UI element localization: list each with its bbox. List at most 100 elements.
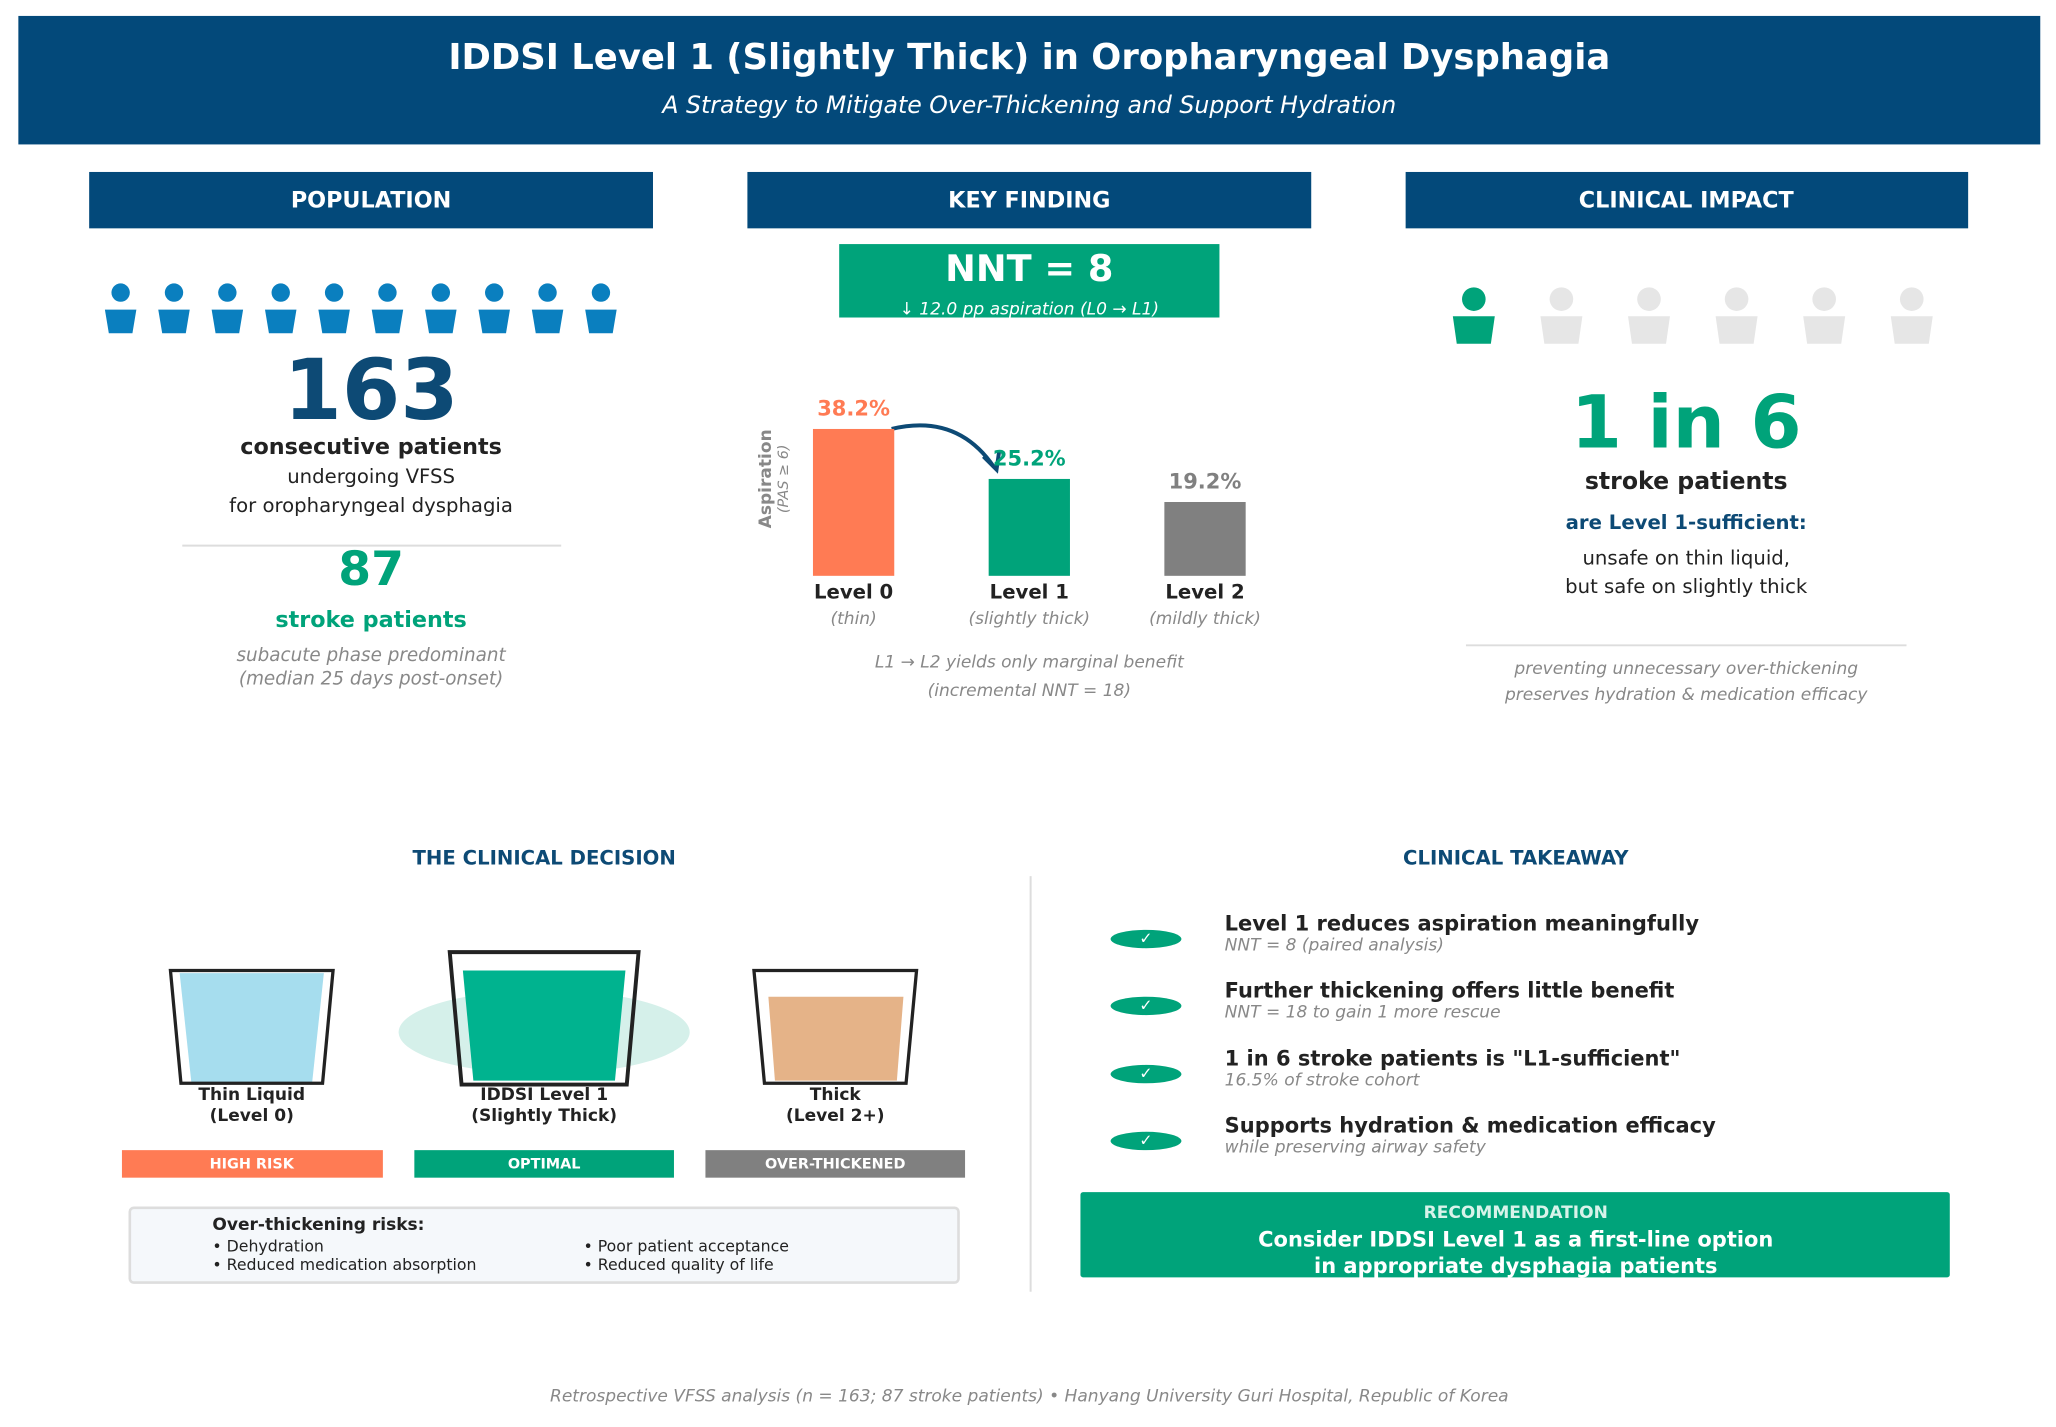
recommendation-box <box>1080 1192 1950 1278</box>
person-icon-head <box>1462 287 1486 311</box>
person-icon-head <box>1724 287 1749 311</box>
risks-box <box>128 1206 960 1284</box>
section-heading: KEY FINDING <box>948 187 1110 213</box>
arrow-head <box>982 450 1002 474</box>
person-icon-head <box>111 283 130 302</box>
description: undergoing VFSS <box>287 465 455 488</box>
check-badge <box>1110 929 1182 949</box>
person-icon-head <box>324 283 344 302</box>
emphasis: are Level 1-sufficient: <box>1566 511 1807 534</box>
takeaway-note: while preserving airway safety <box>1225 1138 1487 1158</box>
value-label: 19.2% <box>1169 469 1242 493</box>
description: but safe on slightly thick <box>1565 575 1808 598</box>
tag-band <box>414 1150 674 1178</box>
cup-liquid <box>179 973 324 1084</box>
cup <box>447 950 641 1087</box>
section-heading: CLINICAL TAKEAWAY <box>1403 847 1629 870</box>
subtitle: A Strategy to Mitigate Over-Thickening a… <box>660 91 1396 119</box>
person-icon-head <box>431 283 451 302</box>
takeaway-note: NNT = 8 (paired analysis) <box>1225 936 1444 956</box>
person-icon-head <box>378 283 397 302</box>
cup <box>168 968 335 1085</box>
check: ✓ <box>1139 929 1152 948</box>
person-icon-body <box>1540 316 1583 344</box>
label: stroke patients <box>275 607 466 633</box>
category-sublabel: (thin) <box>830 609 876 629</box>
header-band <box>18 15 2041 145</box>
section-header-band <box>1405 171 1969 229</box>
person-icon-body <box>1715 316 1758 344</box>
note: L1 → L2 yields only marginal benefit <box>875 652 1185 672</box>
check: ✓ <box>1139 1130 1152 1149</box>
big-number: 163 <box>283 341 458 439</box>
check-badge <box>1110 1131 1182 1151</box>
category-sublabel: (mildly thick) <box>1149 609 1261 629</box>
person-icon-body <box>264 309 297 334</box>
tag: HIGH RISK <box>210 1157 295 1173</box>
category-label: Level 1 <box>990 580 1069 603</box>
cup-liquid <box>768 996 904 1081</box>
note: preserves hydration & medication efficac… <box>1504 685 1868 705</box>
person-icon-head <box>485 283 504 302</box>
person-icon-body <box>1890 316 1933 344</box>
section-header-band <box>747 171 1312 229</box>
recommendation-text: Consider IDDSI Level 1 as a first-line o… <box>1258 1228 1773 1252</box>
note: preventing unnecessary over-thickening <box>1513 659 1858 679</box>
check-badge <box>1110 1064 1182 1084</box>
person-icon-body <box>425 309 457 334</box>
nnt-box <box>839 244 1220 318</box>
person-icon-body <box>1803 316 1846 344</box>
person-icon-head <box>164 283 184 302</box>
axis-sublabel: (PAS ≥ 6) <box>776 444 792 513</box>
cup-label: (Level 0) <box>210 1106 294 1126</box>
label: consecutive patients <box>240 434 502 460</box>
section-heading: CLINICAL IMPACT <box>1579 187 1795 213</box>
person-icon-body <box>531 309 564 334</box>
nnt-note: ↓ 12.0 pp aspiration (L0 → L1) <box>900 300 1159 320</box>
cup-label: (Slightly Thick) <box>471 1106 617 1126</box>
risk-item: • Dehydration <box>212 1237 324 1256</box>
risk-item: • Poor patient acceptance <box>583 1237 788 1256</box>
big-number: 1 in 6 <box>1571 381 1802 466</box>
recommendation-text: in appropriate dysphagia patients <box>1314 1254 1718 1278</box>
cup-label: Thick <box>810 1085 862 1105</box>
footer: Retrospective VFSS analysis (n = 163; 87… <box>550 1387 1509 1407</box>
person-icon-body <box>585 309 617 334</box>
recommendation-label: RECOMMENDATION <box>1424 1203 1608 1223</box>
bar <box>1164 502 1246 576</box>
person-icon-body <box>371 309 404 334</box>
note: (median 25 days post-onset) <box>239 668 503 689</box>
tag: OVER-THICKENED <box>765 1157 906 1173</box>
risk-item: • Reduced medication absorption <box>212 1255 476 1274</box>
takeaway-title: Level 1 reduces aspiration meaningfully <box>1225 912 1700 936</box>
section-heading: POPULATION <box>291 187 451 213</box>
bar <box>812 428 895 576</box>
tag-band <box>121 1150 383 1178</box>
nnt: NNT = 8 <box>945 247 1113 290</box>
cup <box>752 968 919 1085</box>
section-heading: THE CLINICAL DECISION <box>413 847 676 870</box>
number: 87 <box>338 542 404 597</box>
axis-label: Aspiration <box>756 429 776 528</box>
tag-band <box>705 1150 966 1178</box>
description: for oropharyngeal dysphagia <box>229 494 513 517</box>
check-badge <box>1110 996 1182 1016</box>
category-label: Level 0 <box>814 580 893 603</box>
category-label: Level 2 <box>1165 580 1244 603</box>
cup-label: IDDSI Level 1 <box>480 1085 608 1105</box>
label: stroke patients <box>1585 467 1788 495</box>
person-icon-body <box>1452 316 1495 344</box>
person-icon-head <box>1549 287 1574 311</box>
takeaway-title: Supports hydration & medication efficacy <box>1225 1114 1716 1138</box>
takeaway-note: 16.5% of stroke cohort <box>1225 1071 1421 1091</box>
person-icon-head <box>1899 287 1924 311</box>
person-icon-head <box>218 283 237 302</box>
value-label: 38.2% <box>817 396 890 420</box>
person-icon-head <box>538 283 557 302</box>
person-icon-body <box>104 309 137 334</box>
section-header-band <box>89 171 653 229</box>
